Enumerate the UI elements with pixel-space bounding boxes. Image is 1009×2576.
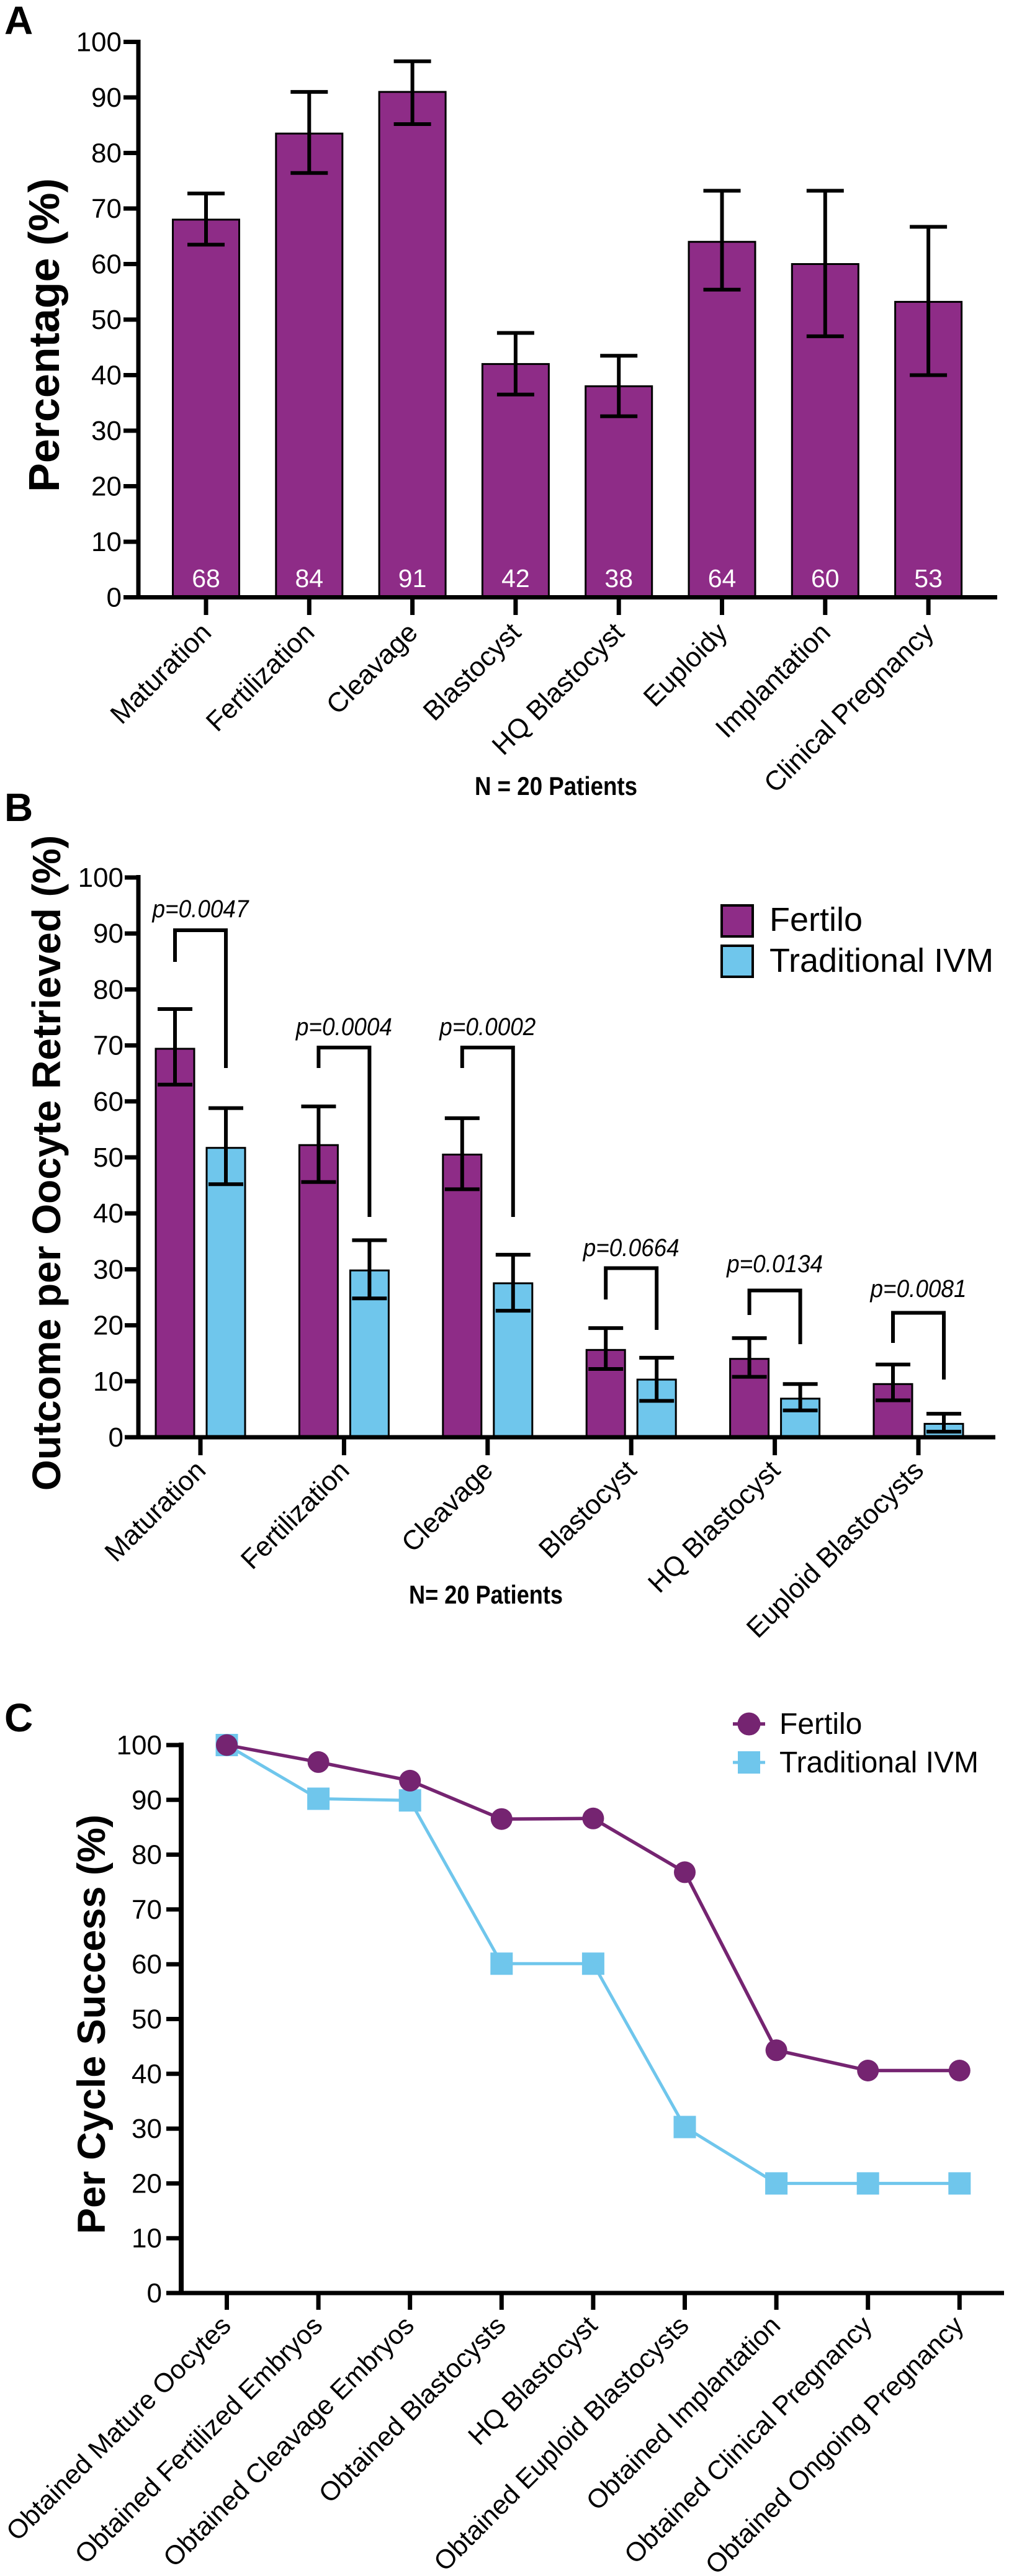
svg-text:60: 60 (811, 564, 840, 593)
svg-text:p=0.0081: p=0.0081 (870, 1275, 967, 1303)
svg-text:50: 50 (93, 1142, 123, 1173)
svg-text:40: 40 (93, 1198, 123, 1229)
svg-text:p=0.0047: p=0.0047 (152, 895, 250, 923)
svg-text:64: 64 (708, 564, 737, 593)
svg-text:42: 42 (501, 564, 530, 593)
svg-text:B: B (4, 785, 33, 830)
svg-text:N = 20 Patients: N = 20 Patients (475, 771, 637, 801)
svg-text:91: 91 (398, 564, 427, 593)
svg-text:68: 68 (192, 564, 220, 593)
svg-text:Outcome per Oocyte Retrieved (: Outcome per Oocyte Retrieved (%) (24, 835, 69, 1491)
svg-text:40: 40 (91, 361, 122, 391)
svg-text:Percentage (%): Percentage (%) (20, 178, 68, 492)
svg-text:20: 20 (91, 472, 122, 502)
svg-text:10: 10 (93, 1367, 123, 1397)
svg-text:C: C (4, 1695, 33, 1740)
svg-text:70: 70 (132, 1895, 162, 1925)
svg-text:100: 100 (76, 27, 122, 58)
svg-text:N= 20 Patients: N= 20 Patients (409, 1580, 563, 1609)
svg-text:60: 60 (132, 1949, 162, 1980)
svg-text:Fertilo: Fertilo (779, 1708, 862, 1741)
svg-text:p=0.0004: p=0.0004 (295, 1013, 392, 1041)
svg-text:90: 90 (91, 83, 122, 113)
svg-text:50: 50 (91, 305, 122, 335)
svg-text:50: 50 (132, 2004, 162, 2035)
svg-text:80: 80 (93, 974, 123, 1005)
svg-text:53: 53 (914, 564, 943, 593)
svg-text:Fertilo: Fertilo (769, 901, 863, 938)
svg-text:80: 80 (132, 1840, 162, 1870)
svg-text:100: 100 (78, 863, 123, 893)
svg-text:30: 30 (132, 2114, 162, 2144)
svg-text:20: 20 (132, 2168, 162, 2199)
svg-text:Traditional IVM: Traditional IVM (769, 942, 993, 979)
svg-text:70: 70 (91, 194, 122, 224)
svg-text:60: 60 (91, 249, 122, 280)
svg-text:90: 90 (93, 918, 123, 949)
svg-text:0: 0 (147, 2278, 162, 2309)
svg-text:90: 90 (132, 1785, 162, 1815)
svg-text:0: 0 (109, 1422, 123, 1453)
svg-text:38: 38 (604, 564, 633, 593)
svg-text:100: 100 (117, 1730, 162, 1761)
svg-text:60: 60 (93, 1087, 123, 1117)
svg-text:84: 84 (295, 564, 323, 593)
svg-text:80: 80 (91, 138, 122, 169)
svg-text:p=0.0134: p=0.0134 (726, 1250, 823, 1278)
svg-text:p=0.0002: p=0.0002 (439, 1013, 536, 1041)
svg-text:10: 10 (132, 2224, 162, 2254)
svg-text:p=0.0664: p=0.0664 (583, 1234, 679, 1262)
svg-text:70: 70 (93, 1031, 123, 1061)
svg-text:A: A (4, 0, 33, 43)
svg-text:40: 40 (132, 2059, 162, 2089)
svg-text:20: 20 (93, 1311, 123, 1341)
svg-text:30: 30 (91, 416, 122, 446)
svg-text:Traditional IVM: Traditional IVM (779, 1746, 979, 1779)
svg-text:30: 30 (93, 1254, 123, 1285)
svg-text:10: 10 (91, 527, 122, 557)
svg-text:Per Cycle Success (%): Per Cycle Success (%) (70, 1815, 114, 2234)
svg-text:0: 0 (107, 583, 122, 613)
